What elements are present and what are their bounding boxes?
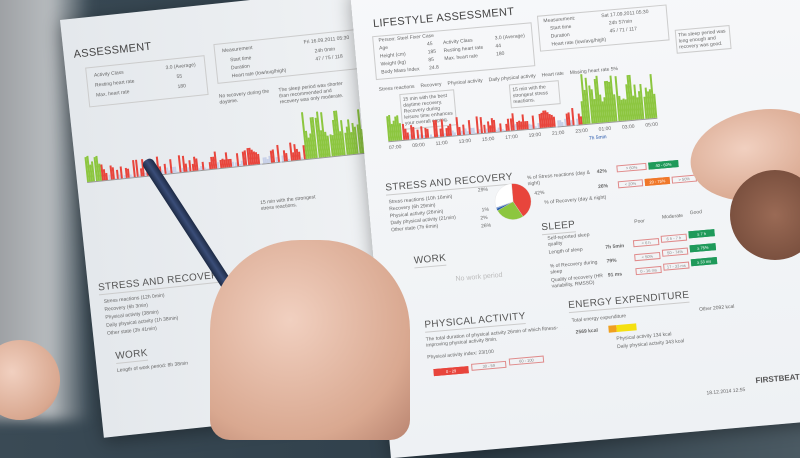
scale-option-selected: 20 - 75%: [645, 177, 671, 186]
sleep-row-value: 79%: [606, 258, 617, 265]
section-title: STRESS AND RECOVERY: [98, 269, 226, 295]
x-tick: 11:00: [435, 140, 448, 147]
note: 15 min with the strongest stress reactio…: [260, 194, 321, 212]
hand-holding-pen: [210, 240, 410, 440]
energy-total: 2569 kcal: [575, 328, 598, 336]
pie-label: 2%: [480, 215, 488, 222]
chart-bar: [276, 145, 280, 162]
x-tick: 03:00: [622, 124, 635, 131]
energy-bar-daily: [616, 323, 637, 332]
x-tick: 01:00: [598, 126, 611, 133]
no-work-text: No work period: [455, 273, 502, 283]
x-tick: 09:00: [412, 142, 425, 149]
scale-head: Moderate: [662, 213, 684, 221]
sleep-scale-option: 50 - 74%: [662, 248, 689, 257]
sleep-scale-option: < 6 h: [633, 238, 660, 247]
field-value: 44: [495, 43, 501, 49]
note: No recovery during the daytime.: [219, 88, 272, 105]
activity-index: Physical activity index: 23/100: [427, 349, 494, 361]
chart-bar: [571, 108, 574, 125]
scale-option: < 20%: [618, 179, 644, 188]
sleep-row-value: 7h 5min: [605, 243, 624, 251]
recovery-pct-label: % of Recovery (day & night): [544, 194, 607, 205]
pie-label: 29%: [478, 187, 489, 194]
pie-label: 1%: [481, 207, 489, 214]
field-value: 85: [428, 57, 434, 63]
sleep-scale-option: ≥ 7 h: [688, 229, 715, 238]
sleep-scale-option: 17 - 33 ms: [663, 261, 690, 270]
note: The sleep period was shorter than recomm…: [278, 80, 349, 105]
field-value: 45: [427, 41, 433, 47]
scale-option: 30 - 59: [471, 361, 506, 371]
sleep-scale-option: ≥ 75%: [690, 243, 717, 252]
energy-item: Other 2092 kcal: [699, 304, 735, 313]
page-title: ASSESSMENT: [73, 41, 152, 61]
scale-head: Good: [689, 209, 702, 216]
scale-option: 60 - 100: [509, 356, 544, 366]
section-title: WORK: [413, 253, 446, 269]
field-value: 180: [177, 83, 186, 90]
sleep-marker: 7h 5min: [589, 134, 607, 142]
stress-pct: 42%: [597, 168, 608, 175]
x-tick: 17:00: [505, 134, 518, 141]
note: The sleep period was long enough and rec…: [675, 25, 732, 54]
section-title: WORK: [115, 348, 148, 364]
field-value: 55: [176, 74, 182, 81]
energy-total-label: Total energy expenditure: [571, 313, 626, 324]
brand-logo: FIRSTBEAT: [755, 372, 800, 385]
stress-chart: [82, 109, 365, 183]
footer-date: 18.12.2014 12:55: [706, 387, 745, 396]
x-tick: 07:00: [389, 144, 402, 151]
recovery-pct: 26%: [598, 183, 609, 190]
stress-legend: Stress reactions (12h 0min)Recovery (6h …: [103, 291, 179, 338]
sleep-scale-option: 0 - 16 ms: [635, 266, 662, 275]
sleep-scale-option: ≥ 33 ms: [691, 257, 718, 266]
field-label: Age: [379, 45, 388, 52]
x-tick: 13:00: [458, 138, 471, 145]
sleep-row-value: 91 ms: [608, 271, 623, 278]
x-tick: 21:00: [552, 130, 565, 137]
pie-label: 26%: [481, 223, 492, 230]
section-title: ENERGY EXPENDITURE: [568, 290, 690, 314]
scale-option-selected: 40 - 60%: [648, 160, 678, 170]
sleep-row-label: Quality of recovery (HR variability, RMS…: [551, 273, 607, 290]
x-tick: 19:00: [528, 132, 541, 139]
stress-pct-label: % of Stress reactions (day & night): [527, 170, 593, 188]
field-value: 185: [427, 49, 436, 56]
stress-legend: Stress reactions (10h 16min)Recovery (6h…: [388, 194, 456, 235]
x-tick: 23:00: [575, 128, 588, 135]
x-tick: 05:00: [645, 122, 658, 129]
field-value: 24.8: [429, 65, 439, 72]
scale-option-selected: 0 - 29: [433, 366, 468, 376]
scale-head: Poor: [634, 218, 645, 225]
field-value: 180: [496, 51, 505, 58]
x-tick: 15:00: [482, 136, 495, 143]
sleep-scale-option: < 50%: [634, 252, 661, 261]
scale-option: > 60%: [616, 163, 646, 173]
sleep-scale-option: 6 h - 7 h: [661, 234, 688, 243]
pie-label: 42%: [534, 190, 545, 197]
